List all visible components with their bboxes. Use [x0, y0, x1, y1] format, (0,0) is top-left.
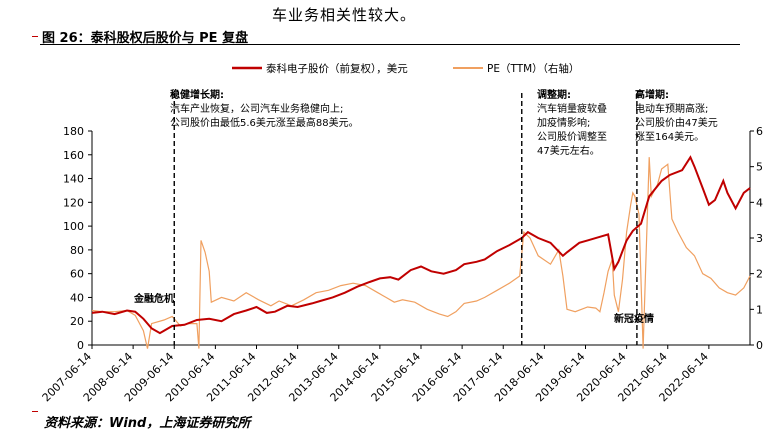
y2-tick-label: 6	[756, 125, 763, 138]
pe-ttm-line	[91, 157, 751, 349]
period-note-line: 汽车销量疲软叠	[537, 102, 607, 115]
event-label: 新冠疫情	[614, 312, 654, 325]
top-text: 车业务相关性较大。	[272, 6, 417, 24]
figure-title: 图 26：泰科股权后股价与 PE 复盘	[42, 31, 249, 46]
axes: 02040608010012014016018001234562007-06-1…	[40, 125, 763, 404]
y2-tick-label: 0	[756, 339, 763, 352]
y-tick-label: 20	[70, 315, 84, 328]
legend: 泰科电子股价（前复权），美元 PE（TTM）（右轴）	[232, 62, 579, 75]
legend-label-price: 泰科电子股价（前复权），美元	[266, 62, 408, 75]
annotations: 稳健增长期:汽车产业恢复，公司汽车业务稳健向上;公司股价由最低5.6美元涨至最高…	[133, 88, 718, 345]
y2-tick-label: 2	[756, 268, 763, 281]
period-note-line: 涨至164美元。	[635, 130, 704, 143]
y-tick-label: 60	[70, 268, 84, 281]
y-tick-label: 120	[63, 196, 84, 209]
y-tick-label: 40	[70, 291, 84, 304]
y-tick-label: 0	[77, 339, 84, 352]
y2-tick-label: 1	[756, 303, 763, 316]
period-note-line: 电动车预期高涨;	[635, 102, 708, 115]
period-title: 高增期:	[635, 88, 669, 101]
y-tick-label: 160	[63, 149, 84, 162]
stock-price-line	[91, 155, 751, 335]
period-note-line: 47美元左右。	[537, 144, 600, 157]
series-layer	[91, 155, 751, 349]
y2-tick-label: 5	[756, 161, 763, 174]
legend-label-pe: PE（TTM）（右轴）	[487, 62, 579, 75]
period-title: 调整期:	[537, 88, 571, 101]
period-note-line: 公司股价由47美元	[635, 116, 718, 129]
y2-tick-label: 3	[756, 232, 763, 245]
period-note-line: 加疫情影响;	[537, 116, 590, 129]
title-left-mark	[32, 36, 38, 37]
y2-tick-label: 4	[756, 196, 763, 209]
period-title: 稳健增长期:	[170, 88, 224, 101]
y-tick-label: 140	[63, 173, 84, 186]
event-label: 金融危机	[133, 292, 174, 305]
y-tick-label: 80	[70, 244, 84, 257]
y-tick-label: 100	[63, 220, 84, 233]
source-note: 资料来源：Wind，上海证券研究所	[44, 416, 251, 431]
period-note-line: 汽车产业恢复，公司汽车业务稳健向上;	[170, 102, 343, 115]
period-note-line: 公司股价调整至	[537, 130, 607, 143]
source-left-mark	[32, 411, 38, 412]
title-underline	[40, 44, 740, 45]
period-note-line: 公司股价由最低5.6美元涨至最高88美元。	[170, 116, 359, 129]
y-tick-label: 180	[63, 125, 84, 138]
